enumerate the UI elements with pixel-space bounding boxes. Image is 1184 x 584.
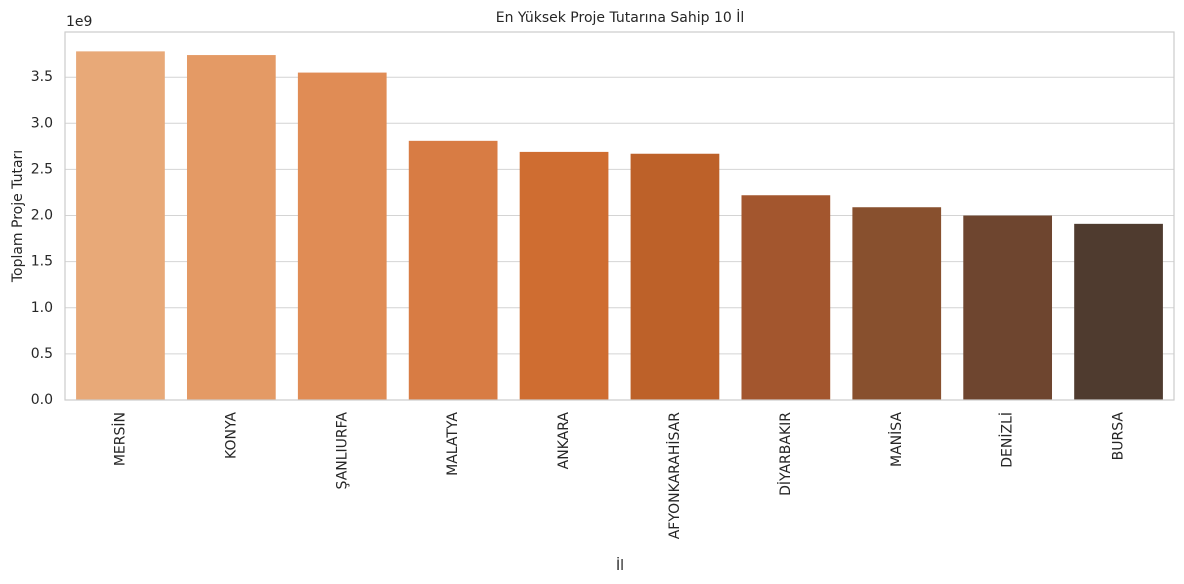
y-axis-label: Toplam Proje Tutarı xyxy=(10,150,26,283)
x-tick-label: BURSA xyxy=(1111,412,1127,461)
x-tick-label: DENİZLİ xyxy=(998,412,1016,468)
x-tick-label: KONYA xyxy=(223,412,239,459)
y-tick-label: 1.0 xyxy=(31,300,53,316)
plot-frame xyxy=(64,31,1175,401)
bar xyxy=(1074,223,1163,400)
x-tick-label: ŞANLIURFA xyxy=(334,412,350,490)
y-tick-label: 0.0 xyxy=(31,392,53,408)
x-tick-label: MALATYA xyxy=(445,412,461,476)
x-tick-label: DİYARBAKIR xyxy=(776,412,794,496)
chart-title: En Yüksek Proje Tutarına Sahip 10 İl xyxy=(496,8,745,26)
y-tick-label: 2.5 xyxy=(31,161,53,177)
bar xyxy=(519,151,609,400)
x-tick-label: AFYONKARAHİSAR xyxy=(665,412,683,540)
x-axis-label: İl xyxy=(616,556,624,574)
y-offset-label: 1e9 xyxy=(66,14,92,30)
bar xyxy=(630,153,720,400)
y-tick-label: 3.5 xyxy=(31,69,53,85)
bar xyxy=(297,72,387,400)
bar xyxy=(408,140,498,400)
x-tick-label: MANİSA xyxy=(887,412,905,467)
bar xyxy=(852,207,942,400)
y-tick-label: 3.0 xyxy=(31,115,53,131)
bar xyxy=(963,215,1053,400)
y-tick-label: 0.5 xyxy=(31,346,53,362)
y-tick-label: 2.0 xyxy=(31,208,53,224)
x-tick-label: ANKARA xyxy=(556,412,572,470)
bar xyxy=(186,55,276,400)
bar xyxy=(76,51,165,401)
bar xyxy=(741,195,831,400)
x-tick-label: MERSİN xyxy=(110,412,128,466)
y-tick-label: 1.5 xyxy=(31,254,53,270)
